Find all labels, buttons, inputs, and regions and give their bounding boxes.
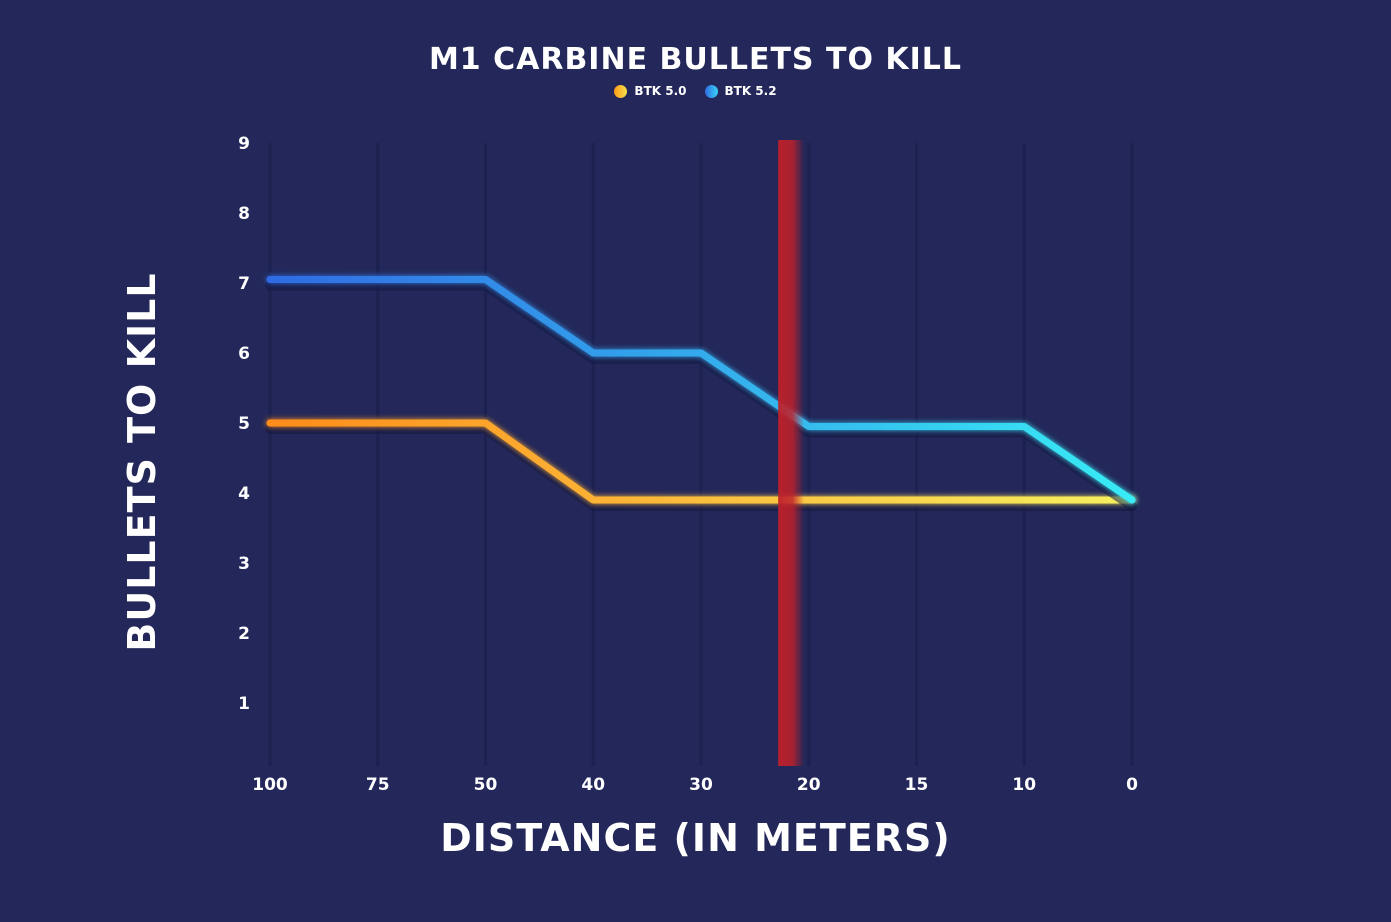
series-layer [265, 276, 1137, 511]
series-line-btk-5-0 [266, 419, 1136, 504]
y-tick-labels: 1 2 3 4 5 6 7 8 9 [238, 134, 250, 714]
legend-swatch-btk-5-2 [704, 84, 718, 98]
y-tick-label-5: 5 [238, 414, 250, 434]
series-shadow-0 [265, 424, 1137, 511]
x-tick-label-100: 100 [252, 775, 288, 795]
series-line-btk-5-2 [266, 276, 1136, 504]
y-tick-label-9: 9 [238, 134, 250, 154]
series-shadow-1 [265, 280, 1137, 511]
x-tick-label-30: 30 [689, 775, 713, 795]
y-axis-label: BULLETS TO KILL [120, 272, 164, 652]
x-tick-labels: 100 75 50 40 30 20 15 10 0 [252, 775, 1138, 795]
legend-item-btk-5-0: BTK 5.0 [614, 84, 687, 98]
y-tick-label-8: 8 [238, 204, 250, 224]
grid-layer [268, 143, 1134, 766]
chart-title: M1 CARBINE BULLETS TO KILL [428, 42, 963, 77]
x-tick-label-15: 15 [905, 775, 929, 795]
y-tick-label-3: 3 [238, 554, 250, 574]
y-tick-label-4: 4 [238, 484, 250, 504]
legend-label-btk-5-0: BTK 5.0 [634, 84, 687, 98]
legend-label-btk-5-2: BTK 5.2 [724, 84, 777, 98]
y-tick-label-7: 7 [238, 274, 250, 294]
x-tick-label-75: 75 [366, 775, 390, 795]
y-tick-label-1: 1 [238, 694, 250, 714]
y-tick-label-6: 6 [238, 344, 250, 364]
legend-swatch-btk-5-0 [614, 84, 628, 98]
chart-legend: BTK 5.0 BTK 5.2 [0, 84, 1391, 98]
x-tick-label-50: 50 [474, 775, 498, 795]
x-axis-label: DISTANCE (IN METERS) [440, 816, 951, 860]
marker-band [778, 140, 805, 766]
marker-layer [778, 140, 805, 766]
x-tick-label-0: 0 [1126, 775, 1138, 795]
x-tick-label-40: 40 [581, 775, 605, 795]
y-tick-label-2: 2 [238, 624, 250, 644]
x-tick-label-10: 10 [1012, 775, 1036, 795]
legend-item-btk-5-2: BTK 5.2 [704, 84, 777, 98]
x-tick-label-20: 20 [797, 775, 821, 795]
